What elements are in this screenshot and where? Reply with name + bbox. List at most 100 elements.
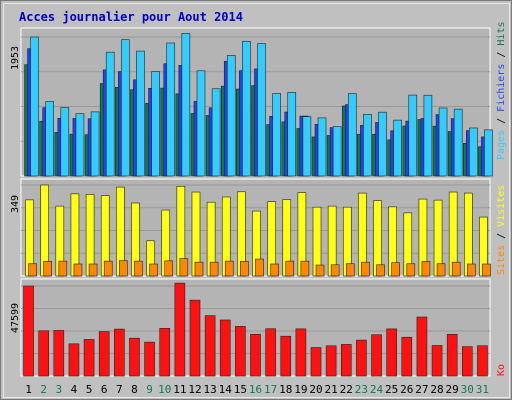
bar-sites-30 <box>467 263 476 277</box>
bar-sites-17 <box>270 263 279 277</box>
panel-middle: 349 <box>10 178 491 277</box>
x-label-day-13: 13 <box>203 383 216 396</box>
x-label-day-3: 3 <box>56 383 63 396</box>
bar-hits-17 <box>272 93 281 177</box>
x-label-day-1: 1 <box>25 383 32 396</box>
y-max-label: 1953 <box>10 46 21 70</box>
bar-hits-20 <box>317 117 327 177</box>
bar-visites-30 <box>464 192 473 277</box>
bar-hits-27 <box>423 94 433 177</box>
bar-sites-9 <box>149 263 158 277</box>
chart-title: Acces journalier pour Aout 2014 <box>19 10 243 24</box>
bar-sites-5 <box>88 263 98 277</box>
x-label-day-2: 2 <box>40 383 47 396</box>
bar-sites-4 <box>73 263 83 277</box>
bar-hits-4 <box>75 113 85 177</box>
chart-panels: 1953 349 47599 <box>10 27 493 377</box>
bar-ko-5 <box>83 339 95 377</box>
legend-ko: Ko <box>496 364 507 376</box>
bar-sites-11 <box>179 258 189 277</box>
bar-sites-22 <box>345 263 355 277</box>
bar-ko-22 <box>340 344 352 377</box>
bar-hits-19 <box>302 116 312 177</box>
legend-separator: / <box>496 227 507 245</box>
x-label-day-8: 8 <box>131 383 138 396</box>
bar-hits-31 <box>484 129 493 177</box>
chart-frame-bevel <box>3 3 510 398</box>
bar-ko-15 <box>235 326 246 377</box>
bar-ko-28 <box>431 345 443 377</box>
bar-ko-12 <box>189 299 201 377</box>
x-label-day-5: 5 <box>86 383 93 396</box>
legend-hits: Hits <box>496 22 507 46</box>
bar-ko-18 <box>280 335 292 377</box>
x-label-day-18: 18 <box>279 383 292 396</box>
legend-separator: / <box>496 46 507 64</box>
x-label-day-30: 30 <box>461 383 474 396</box>
bar-ko-24 <box>371 334 382 377</box>
bar-ko-20 <box>310 347 322 377</box>
x-label-day-28: 28 <box>430 383 443 396</box>
bar-hits-1 <box>30 36 39 177</box>
x-label-day-20: 20 <box>309 383 322 396</box>
bar-ko-13 <box>204 315 216 377</box>
bar-sites-6 <box>103 260 113 277</box>
bar-sites-12 <box>194 261 204 277</box>
bar-hits-29 <box>453 108 463 177</box>
series-ko <box>23 282 488 377</box>
x-axis-day-labels: 1 2 3 4 5 6 7 8 9 10 11 12 13 14 15 16 17 18 19 20 21 22 23 24 2… <box>25 383 489 396</box>
bar-ko-3 <box>53 330 65 377</box>
bar-sites-1 <box>28 263 37 277</box>
legend-separator: / <box>496 112 507 130</box>
bar-hits-3 <box>60 107 70 177</box>
bar-sites-13 <box>209 261 219 277</box>
bar-sites-31 <box>482 263 491 277</box>
bar-hits-12 <box>196 70 206 177</box>
chart-legend: Pages / Fichiers / Hits Sites / Visites Ko <box>496 22 507 377</box>
bar-visites-4 <box>70 193 80 277</box>
bar-ko-6 <box>98 331 110 377</box>
bar-sites-23 <box>361 261 370 277</box>
x-label-day-4: 4 <box>71 383 78 396</box>
bar-sites-14 <box>224 260 234 277</box>
x-label-day-11: 11 <box>173 383 186 396</box>
bar-ko-8 <box>129 337 140 377</box>
legend-sites: Sites <box>496 245 507 275</box>
bar-ko-21 <box>325 345 337 377</box>
x-label-day-23: 23 <box>355 383 368 396</box>
bar-ko-30 <box>462 346 473 377</box>
bar-hits-11 <box>181 33 191 177</box>
x-label-day-14: 14 <box>219 383 233 396</box>
bar-ko-10 <box>159 328 171 377</box>
bar-ko-17 <box>265 328 276 377</box>
bar-sites-7 <box>119 260 128 277</box>
y-max-label: 349 <box>10 195 21 213</box>
bar-sites-15 <box>240 261 249 277</box>
bar-hits-7 <box>121 39 130 177</box>
x-label-day-12: 12 <box>188 383 201 396</box>
x-label-day-6: 6 <box>101 383 108 396</box>
bar-sites-8 <box>134 260 143 277</box>
bar-hits-9 <box>151 71 160 177</box>
bar-ko-31 <box>477 345 488 377</box>
bar-sites-2 <box>43 261 52 277</box>
x-label-day-26: 26 <box>400 383 413 396</box>
bar-sites-28 <box>436 263 446 277</box>
bar-sites-20 <box>315 264 325 277</box>
bar-sites-19 <box>300 260 310 277</box>
bar-ko-2 <box>38 330 49 377</box>
x-label-day-24: 24 <box>370 383 384 396</box>
x-label-day-7: 7 <box>116 383 123 396</box>
bar-ko-11 <box>174 282 186 377</box>
x-label-day-31: 31 <box>476 383 489 396</box>
bar-hits-15 <box>242 40 251 177</box>
series-visites <box>25 184 488 277</box>
bar-sites-10 <box>164 260 174 277</box>
bar-ko-16 <box>250 333 261 377</box>
bar-ko-23 <box>356 339 367 377</box>
bar-ko-7 <box>114 328 125 377</box>
bar-ko-14 <box>219 319 231 377</box>
bar-hits-22 <box>347 93 357 177</box>
legend-pages: Pages <box>496 130 507 160</box>
